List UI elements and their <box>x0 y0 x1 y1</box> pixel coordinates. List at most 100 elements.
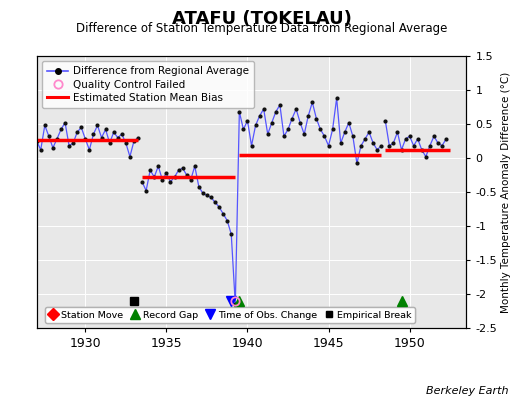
Point <box>227 231 235 237</box>
Point <box>207 194 215 201</box>
Point <box>110 129 118 135</box>
Point <box>53 136 61 142</box>
Point <box>292 106 300 112</box>
Point <box>243 117 252 124</box>
Point <box>389 140 398 146</box>
Point <box>264 131 272 137</box>
Point <box>134 134 142 141</box>
Point <box>422 154 430 160</box>
Point <box>102 126 110 133</box>
Point <box>357 142 365 149</box>
Point <box>312 115 321 122</box>
Point <box>409 142 418 149</box>
Point <box>332 95 341 101</box>
Point <box>199 190 207 196</box>
Point <box>252 122 260 128</box>
Point <box>154 163 162 169</box>
Point <box>425 142 434 149</box>
Point <box>369 140 377 146</box>
Point <box>89 131 97 137</box>
Point <box>231 301 239 307</box>
Point <box>182 172 191 178</box>
Point <box>146 167 155 174</box>
Point <box>45 133 53 140</box>
Point <box>336 140 345 146</box>
Point <box>255 113 264 119</box>
Point <box>268 120 276 126</box>
Point <box>85 147 94 153</box>
Point <box>158 176 167 183</box>
Point <box>413 136 422 142</box>
Point <box>174 167 183 174</box>
Point <box>203 192 211 198</box>
Point <box>430 133 438 140</box>
Point <box>93 122 102 128</box>
Point <box>40 122 49 128</box>
Point <box>187 176 195 183</box>
Point <box>353 160 361 167</box>
Point <box>126 154 134 160</box>
Point <box>105 140 114 146</box>
Point <box>247 142 256 149</box>
Point <box>239 126 248 133</box>
Point <box>211 199 219 206</box>
Point <box>280 133 288 140</box>
Point <box>406 133 414 140</box>
Point <box>345 120 353 126</box>
Point <box>385 142 394 149</box>
Point <box>215 204 223 210</box>
Point <box>381 117 389 124</box>
Point <box>191 163 199 169</box>
Point <box>377 142 386 149</box>
Point <box>393 129 401 135</box>
Point <box>114 134 122 141</box>
Point <box>324 142 333 149</box>
Point <box>150 174 158 180</box>
Point <box>162 170 171 176</box>
Point <box>142 188 150 194</box>
Point <box>438 142 446 149</box>
Point <box>284 126 292 133</box>
Point <box>65 142 73 149</box>
Point <box>49 144 57 151</box>
Point <box>320 133 329 140</box>
Point <box>138 178 146 185</box>
Point <box>271 108 280 115</box>
Point <box>308 99 316 106</box>
Point <box>61 120 69 126</box>
Point <box>329 126 337 133</box>
Point <box>304 113 312 119</box>
Point <box>397 147 406 153</box>
Point <box>361 136 369 142</box>
Point <box>300 131 309 137</box>
Legend: Station Move, Record Gap, Time of Obs. Change, Empirical Break: Station Move, Record Gap, Time of Obs. C… <box>45 307 415 323</box>
Point <box>122 140 130 146</box>
Point <box>32 138 41 144</box>
Point <box>296 120 304 126</box>
Point <box>235 108 244 115</box>
Point <box>170 174 179 180</box>
Point <box>194 183 203 190</box>
Text: ATAFU (TOKELAU): ATAFU (TOKELAU) <box>172 10 352 28</box>
Point <box>69 140 78 146</box>
Text: Difference of Station Temperature Data from Regional Average: Difference of Station Temperature Data f… <box>77 22 447 35</box>
Point <box>81 136 90 142</box>
Point <box>73 129 81 135</box>
Point <box>316 126 325 133</box>
Point <box>341 129 349 135</box>
Point <box>178 165 187 171</box>
Point <box>348 133 357 140</box>
Point <box>418 147 426 153</box>
Point <box>442 136 450 142</box>
Point <box>288 115 296 122</box>
Point <box>219 210 227 217</box>
Point <box>373 147 381 153</box>
Point <box>259 106 268 112</box>
Point <box>130 138 138 144</box>
Point <box>276 102 284 108</box>
Point <box>57 126 65 133</box>
Point <box>37 147 45 153</box>
Point <box>223 217 232 224</box>
Point <box>365 129 373 135</box>
Text: Berkeley Earth: Berkeley Earth <box>426 386 508 396</box>
